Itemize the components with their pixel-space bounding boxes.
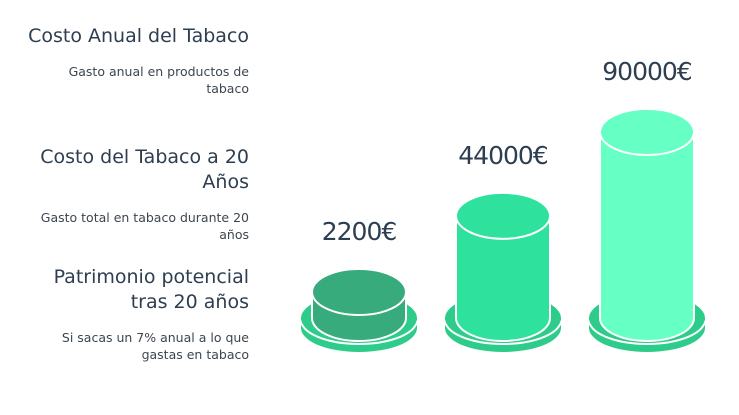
value-label: 90000€ <box>602 57 692 86</box>
item-desc: Si sacas un 7% anual a lo que gastas en … <box>61 330 249 362</box>
item-annual: Costo Anual del Tabaco Gasto anual en pr… <box>10 24 249 97</box>
item-desc: Gasto total en tabaco durante 20 años <box>40 210 249 242</box>
base-disk-line <box>300 319 418 345</box>
cylinder-body <box>455 214 551 342</box>
cylinder-body <box>599 131 695 342</box>
item-20years: Costo del Tabaco a 20 Años Gasto total e… <box>10 145 249 243</box>
base-disk-line <box>588 319 706 345</box>
value-label: 2200€ <box>322 217 397 246</box>
value-label: 44000€ <box>458 141 548 170</box>
cylinder-top <box>599 108 695 156</box>
item-title: Costo del Tabaco a 20 Años <box>40 146 249 193</box>
cylinder-top <box>311 267 407 316</box>
item-title: Patrimonio potencial tras 20 años <box>53 266 249 313</box>
item-title: Costo Anual del Tabaco <box>28 25 249 47</box>
cylinder-top <box>455 191 551 240</box>
item-desc: Gasto anual en productos de tabaco <box>68 64 249 96</box>
item-patrimony: Patrimonio potencial tras 20 años Si sac… <box>10 265 249 363</box>
base-disk-line <box>444 319 562 345</box>
